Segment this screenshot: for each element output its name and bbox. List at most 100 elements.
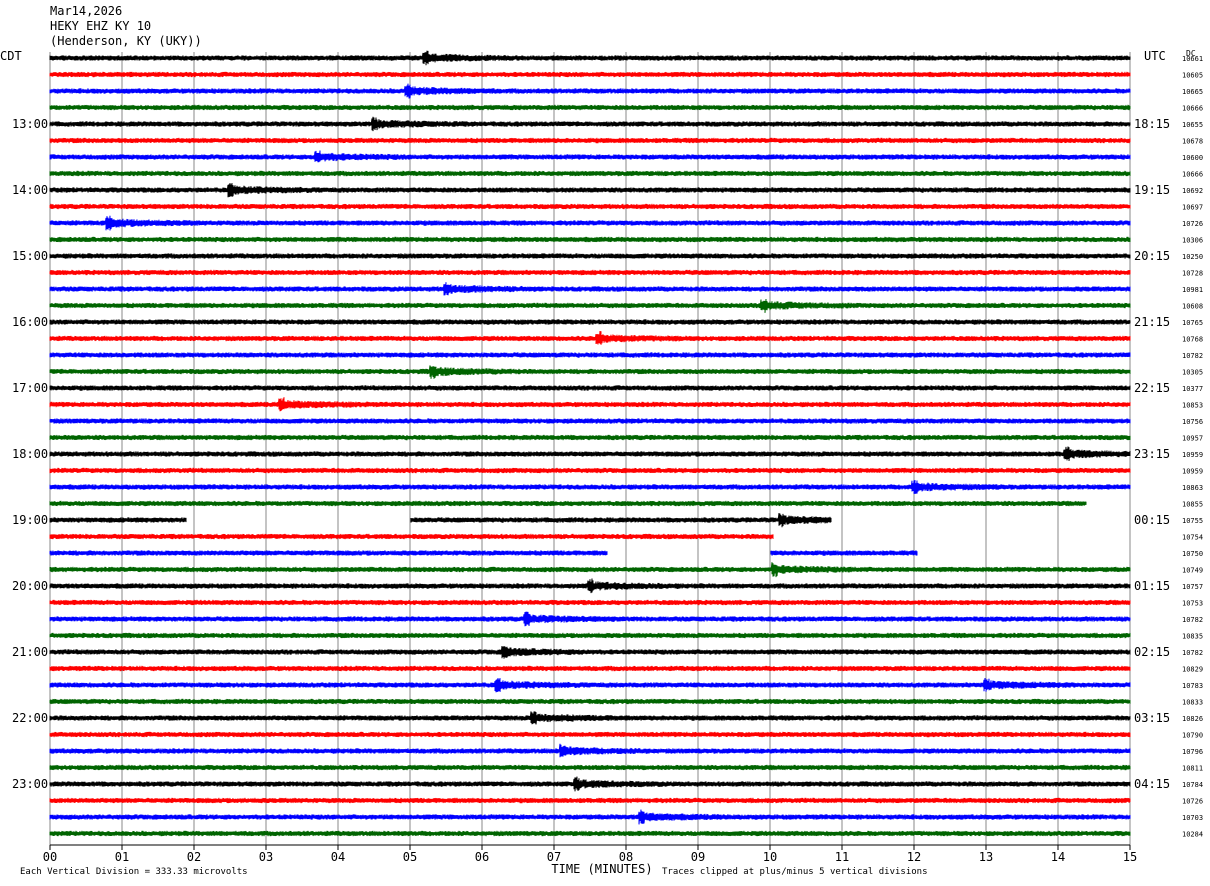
dc-offset-label: 10826 <box>1182 715 1203 723</box>
trace-row <box>49 731 1131 738</box>
right-hour-label: 22:15 <box>1134 381 1170 395</box>
left-hour-label: 19:00 <box>12 513 48 527</box>
trace-row <box>49 215 1131 231</box>
right-timezone-label: UTC <box>1144 49 1166 63</box>
trace-row <box>49 330 1131 345</box>
trace-row <box>49 776 1131 792</box>
left-hour-label: 23:00 <box>12 777 48 791</box>
dc-offset-label: 10796 <box>1182 748 1203 756</box>
trace-row <box>49 611 1131 627</box>
trace-row <box>49 365 1131 379</box>
dc-offset-label: 10981 <box>1182 286 1203 294</box>
left-timezone-label: CDT <box>0 49 22 63</box>
dc-offset-label: 10811 <box>1182 765 1203 773</box>
left-hour-label: 15:00 <box>12 249 48 263</box>
right-hour-label: 03:15 <box>1134 711 1170 725</box>
trace-row <box>49 137 1131 144</box>
dc-offset-label: 10726 <box>1182 798 1203 806</box>
trace-row <box>49 282 1131 296</box>
vertical-scale-note: Each Vertical Division = 333.33 microvol… <box>20 867 248 877</box>
x-tick-label: 14 <box>1051 850 1065 864</box>
trace-row <box>49 578 1131 594</box>
dc-offset-label: 10863 <box>1182 484 1203 492</box>
x-tick-label: 04 <box>331 850 345 864</box>
x-tick-label: 10 <box>763 850 777 864</box>
dc-offset-label: 10959 <box>1182 468 1203 476</box>
x-tick-label: 13 <box>979 850 993 864</box>
dc-offset-label: 10765 <box>1182 319 1203 327</box>
right-hour-label: 19:15 <box>1134 183 1170 197</box>
left-hour-label: 14:00 <box>12 183 48 197</box>
trace-row <box>49 71 1131 78</box>
trace-row <box>49 645 1131 659</box>
trace-row <box>49 50 1131 66</box>
dc-offset-label: 10853 <box>1182 402 1203 410</box>
trace-row <box>49 397 1131 412</box>
trace-row <box>49 743 1131 758</box>
dc-offset-label: 10749 <box>1182 567 1203 575</box>
clipping-note: Traces clipped at plus/minus 5 vertical … <box>662 867 928 877</box>
dc-offset-label: 10782 <box>1182 352 1203 360</box>
dc-offset-label: 10755 <box>1182 517 1203 525</box>
left-hour-label: 17:00 <box>12 381 48 395</box>
left-hour-label: 20:00 <box>12 579 48 593</box>
dc-offset-label: 10835 <box>1182 633 1203 641</box>
dc-offset-label: 10756 <box>1182 418 1203 426</box>
dc-offset-label: 10728 <box>1182 270 1203 278</box>
right-hour-label: 00:15 <box>1134 513 1170 527</box>
trace-row <box>49 253 1131 259</box>
dc-offset-label: 10600 <box>1182 154 1203 162</box>
trace-row <box>49 236 1131 243</box>
dc-offset-label: 10783 <box>1182 682 1203 690</box>
record-date: Mar14,2026 <box>50 4 123 18</box>
trace-row <box>49 677 1131 693</box>
dc-offset-label: 10757 <box>1182 583 1203 591</box>
left-hour-label: 21:00 <box>12 645 48 659</box>
trace-row <box>49 182 1131 198</box>
trace-row <box>49 385 1131 391</box>
x-tick-label: 02 <box>187 850 201 864</box>
dc-offset-label: 10250 <box>1182 253 1203 261</box>
left-hour-label: 13:00 <box>12 117 48 131</box>
dc-offset-label: 10703 <box>1182 814 1203 822</box>
trace-row <box>49 170 1131 177</box>
right-hour-label: 04:15 <box>1134 777 1170 791</box>
dc-offset-label: 10753 <box>1182 600 1203 608</box>
x-tick-label: 05 <box>403 850 417 864</box>
dc-offset-label: 10790 <box>1182 732 1203 740</box>
trace-row <box>49 269 1131 276</box>
dc-offset-label: 10666 <box>1182 105 1203 113</box>
dc-offset-label: 10655 <box>1182 121 1203 129</box>
dc-offset-label: 10305 <box>1182 369 1203 377</box>
left-hour-label: 22:00 <box>12 711 48 725</box>
x-tick-label: 15 <box>1123 850 1137 864</box>
x-axis-title: TIME (MINUTES) <box>551 862 652 876</box>
dc-offset-label: 10661 <box>1182 55 1203 63</box>
dc-offset-label: 10608 <box>1182 303 1203 311</box>
trace-row <box>49 500 1087 507</box>
x-tick-label: 06 <box>475 850 489 864</box>
trace-row <box>49 203 1131 210</box>
dc-offset-label: 10833 <box>1182 699 1203 707</box>
dc-offset-label: 10697 <box>1182 204 1203 212</box>
trace-row <box>49 352 1131 358</box>
dc-offset-label: 10284 <box>1182 831 1203 839</box>
trace-row <box>49 632 1131 639</box>
right-hour-label: 23:15 <box>1134 447 1170 461</box>
trace-row <box>49 533 774 540</box>
trace-row <box>49 562 1131 578</box>
trace-row <box>49 467 1131 474</box>
dc-offset-label: 10750 <box>1182 550 1203 558</box>
dc-offset-label: 10959 <box>1182 451 1203 459</box>
dc-offset-label: 10377 <box>1182 385 1203 393</box>
dc-offset-label: 10666 <box>1182 171 1203 179</box>
trace-row <box>49 599 1131 606</box>
right-hour-label: 18:15 <box>1134 117 1170 131</box>
dc-offset-label: 10754 <box>1182 534 1203 542</box>
dc-offset-label: 10768 <box>1182 336 1203 344</box>
trace-row <box>49 711 1131 725</box>
trace-row <box>49 319 1131 325</box>
dc-offset-label: 10306 <box>1182 237 1203 245</box>
trace-row <box>49 104 1131 111</box>
dc-offset-label: 10829 <box>1182 666 1203 674</box>
